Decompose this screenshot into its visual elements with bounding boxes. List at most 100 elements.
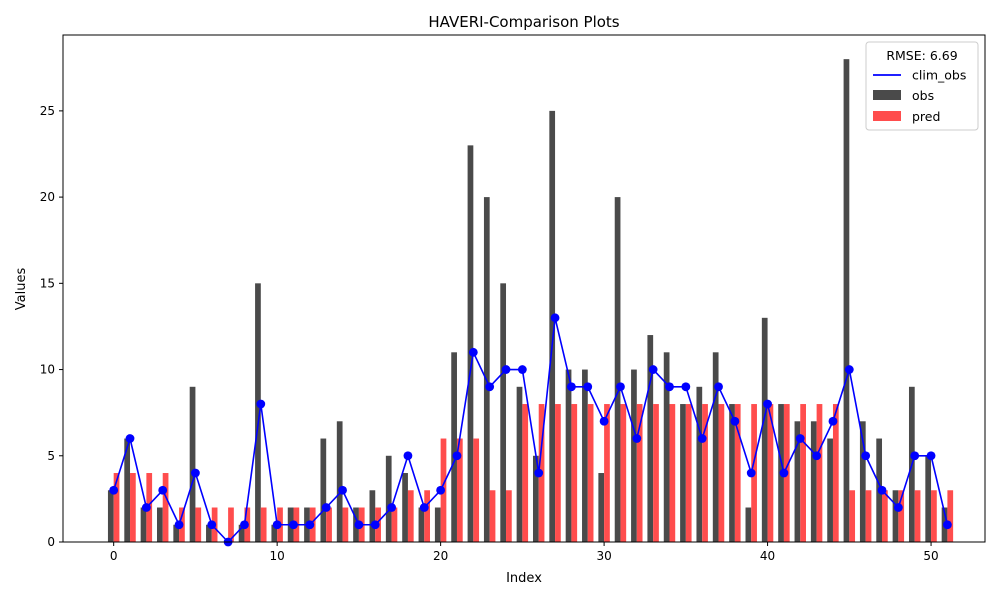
pred-bar	[816, 404, 823, 542]
obs-bar	[434, 507, 441, 542]
pred-bar	[767, 404, 774, 542]
clim-obs-point	[141, 503, 151, 512]
obs-bar	[549, 110, 556, 542]
obs-bar	[892, 490, 899, 542]
clim-obs-point	[632, 434, 642, 443]
clim-obs-point	[567, 382, 576, 392]
legend: RMSE: 6.69 clim_obs obs pred	[865, 41, 979, 131]
pred-bar	[228, 507, 234, 542]
clim-obs-point	[109, 485, 119, 495]
x-tick-label: 0	[110, 549, 118, 563]
clim-obs-point	[665, 382, 674, 392]
clim-obs-point	[387, 503, 396, 512]
obs-bar	[565, 369, 572, 542]
clim-obs-point	[861, 451, 871, 461]
obs-bar	[451, 352, 457, 542]
pred-bar	[832, 404, 839, 542]
pred-bar	[587, 404, 594, 542]
obs-bar	[336, 421, 343, 542]
pred-bar	[669, 404, 676, 542]
clim-obs-point	[338, 485, 347, 495]
obs-bar	[238, 524, 245, 542]
legend-frame	[865, 41, 979, 131]
clim-obs-point	[125, 434, 135, 443]
clim-obs-point	[844, 365, 854, 374]
obs-bar	[189, 386, 196, 542]
obs-bar	[729, 404, 735, 542]
pred-bar	[718, 404, 725, 542]
y-tick-label: 20	[40, 190, 55, 204]
pred-bar	[620, 404, 627, 542]
pred-bar	[424, 490, 431, 542]
clim-obs-point	[763, 399, 772, 409]
clim-obs-line	[112, 317, 949, 544]
obs-bar	[156, 507, 163, 542]
x-axis-title: Index	[506, 571, 542, 586]
clim-obs-point	[648, 365, 658, 374]
obs-bar	[810, 421, 817, 542]
clim-obs-point	[174, 520, 184, 530]
plot-frame	[62, 34, 986, 543]
clim-obs-point	[910, 451, 920, 461]
pred-bar	[113, 473, 120, 542]
obs-bar	[467, 145, 474, 542]
pred-bar	[571, 404, 578, 542]
clim-obs-point	[779, 468, 789, 478]
obs-bar	[827, 438, 833, 542]
clim-obs-point	[419, 503, 429, 512]
axes: 0 10 20 30 40 50 0 5 10 15 20 25	[40, 34, 986, 563]
clim-obs-point	[812, 451, 822, 461]
obs-bar	[402, 473, 408, 542]
clim-obs-point	[436, 485, 446, 495]
clim-obs-point	[926, 451, 936, 461]
pred-bar	[702, 404, 708, 542]
obs-bar	[859, 421, 866, 542]
pred-bar	[685, 404, 692, 542]
obs-bar	[680, 404, 686, 542]
pred-bar	[489, 490, 496, 542]
obs-bar	[696, 386, 703, 542]
clim-obs-point	[517, 365, 527, 374]
obs-bar	[582, 369, 588, 542]
pred-bar	[849, 490, 856, 542]
clim-obs-point	[370, 520, 380, 530]
pred-bar	[342, 507, 349, 542]
obs-bar	[418, 507, 425, 542]
pred-bar	[555, 404, 561, 542]
obs-bar	[647, 335, 654, 542]
clim-obs-point	[550, 313, 560, 323]
legend-label-pred: pred	[912, 109, 940, 124]
clim-obs-point	[746, 468, 756, 478]
obs-bar	[532, 455, 539, 542]
pred-bar	[865, 490, 872, 542]
obs-bar	[614, 197, 621, 542]
obs-bar	[745, 507, 752, 542]
clim-obs-point	[714, 382, 723, 392]
pred-bar	[604, 404, 610, 542]
clim-obs-point	[468, 347, 478, 357]
x-tick-label: 10	[270, 549, 285, 563]
y-axis-title: Values	[14, 268, 29, 311]
pred-bar	[734, 404, 741, 542]
legend-swatch-obs	[873, 90, 901, 100]
pred-bar	[456, 438, 463, 542]
obs-bar	[794, 421, 801, 542]
clim-obs-point	[877, 485, 887, 495]
clim-obs-point	[616, 382, 625, 392]
pred-bar	[195, 507, 202, 542]
obs-bar	[761, 317, 768, 542]
obs-bar	[206, 524, 212, 542]
y-tick-label: 15	[40, 276, 55, 290]
clim-obs-point	[583, 382, 593, 392]
clim-obs-point	[681, 382, 691, 392]
clim-obs-point	[289, 520, 298, 530]
obs-bar	[500, 283, 507, 542]
obs-bar	[255, 283, 261, 542]
clim-obs-point	[599, 416, 609, 426]
clim-obs-point	[403, 451, 413, 461]
clim-obs-point	[305, 520, 315, 530]
clim-obs-point	[240, 520, 249, 530]
clim-obs-line-layer	[109, 313, 952, 547]
